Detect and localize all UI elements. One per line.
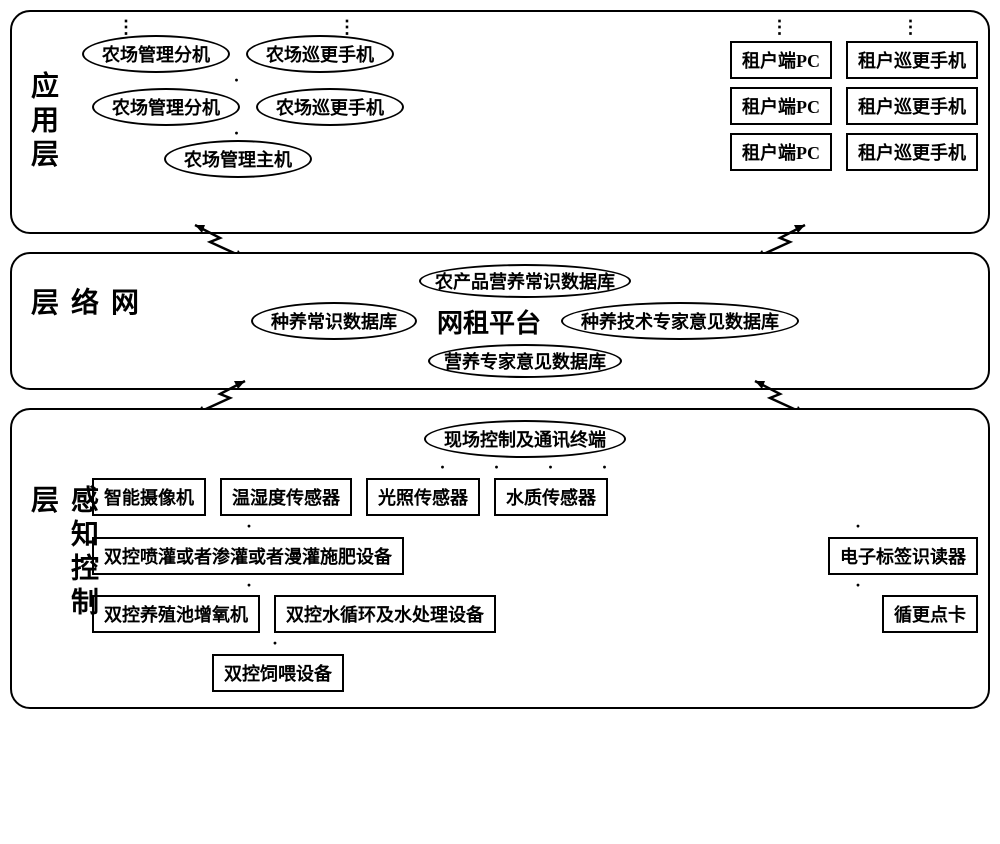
node-light: 光照传感器	[366, 478, 480, 516]
layer-sense: 感知控制层 现场控制及通讯终端 · · · · 智能摄像机 温湿度传感器 光照传…	[10, 408, 990, 709]
dots-icon: ·	[233, 128, 242, 139]
node-db-nutrition-common: 农产品营养常识数据库	[419, 264, 631, 298]
node-rfid: 电子标签识读器	[828, 537, 978, 575]
node-farm-patrol-phone: 农场巡更手机	[246, 35, 394, 73]
node-feeding: 双控饲喂设备	[212, 654, 344, 692]
node-patrol-card: 循更点卡	[882, 595, 978, 633]
node-aerator: 双控养殖池增氧机	[92, 595, 260, 633]
layer-label-net: 网络层	[22, 288, 142, 355]
dots-icon: · · · ·	[72, 462, 978, 473]
layer-label-sense: 感知控制层	[22, 484, 102, 633]
node-irrigation: 双控喷灌或者渗灌或者漫灌施肥设备	[92, 537, 404, 575]
node-farm-patrol-phone: 农场巡更手机	[256, 88, 404, 126]
connector-row	[10, 242, 990, 252]
dots-icon: ⋮	[117, 22, 138, 33]
node-tenant-phone: 租户巡更手机	[846, 87, 978, 125]
dots-icon: ⋮	[771, 22, 792, 33]
node-tenant-pc: 租户端PC	[730, 41, 832, 79]
node-db-expert-nutrition: 营养专家意见数据库	[428, 344, 622, 378]
node-terminal: 现场控制及通讯终端	[424, 420, 626, 458]
node-camera: 智能摄像机	[92, 478, 206, 516]
dots-icon: ·	[272, 638, 978, 649]
dots-icon: · ·	[132, 521, 978, 532]
dots-icon: · ·	[132, 580, 978, 591]
node-db-expert-farming: 种养技术专家意见数据库	[561, 302, 799, 340]
dots-icon: ⋮	[902, 22, 923, 33]
layer-application: 应用层 ⋮ ⋮ 农场管理分机 农场巡更手机 · 农场管理分机 农场巡更手机 · …	[10, 10, 990, 234]
dots-icon: ·	[233, 75, 242, 86]
node-water-quality: 水质传感器	[494, 478, 608, 516]
node-db-farming-common: 种养常识数据库	[251, 302, 417, 340]
node-tenant-pc: 租户端PC	[730, 87, 832, 125]
node-tenant-pc: 租户端PC	[730, 133, 832, 171]
layer-network: 网络层 农产品营养常识数据库 种养常识数据库 网租平台 种养技术专家意见数据库 …	[10, 252, 990, 390]
node-farm-mgmt-ext: 农场管理分机	[92, 88, 240, 126]
node-temp-humid: 温湿度传感器	[220, 478, 352, 516]
node-farm-mgmt-ext: 农场管理分机	[82, 35, 230, 73]
node-water-cycle: 双控水循环及水处理设备	[274, 595, 496, 633]
dots-icon: ⋮	[338, 22, 359, 33]
node-farm-mgmt-host: 农场管理主机	[164, 140, 312, 178]
node-tenant-phone: 租户巡更手机	[846, 41, 978, 79]
node-platform: 网租平台	[429, 303, 549, 340]
layer-label-app: 应用层	[22, 71, 62, 173]
connector-row	[10, 398, 990, 408]
node-tenant-phone: 租户巡更手机	[846, 133, 978, 171]
